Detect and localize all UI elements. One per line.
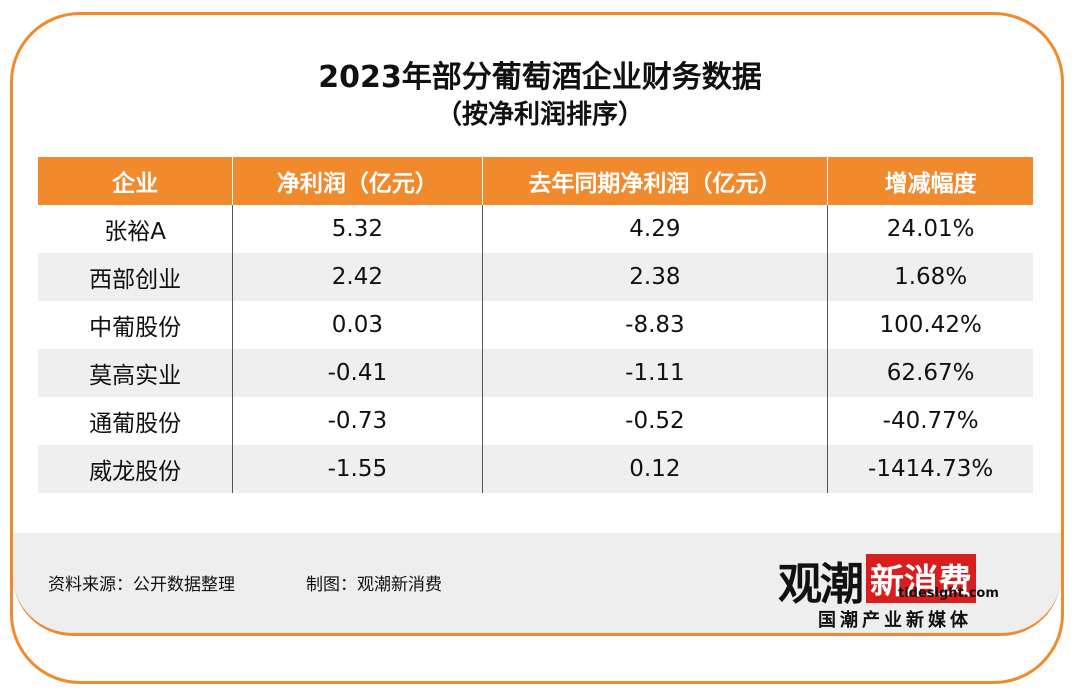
table-row: 中葡股份 0.03 -8.83 100.42% bbox=[38, 301, 1033, 349]
table-cell: 莫高实业 bbox=[38, 349, 233, 397]
table-row: 莫高实业 -0.41 -1.11 62.67% bbox=[38, 349, 1033, 397]
title: 2023年部分葡萄酒企业财务数据 bbox=[318, 60, 762, 95]
column-header: 增减幅度 bbox=[827, 157, 1033, 205]
table-cell: 通葡股份 bbox=[38, 397, 233, 445]
table-cell: -1.55 bbox=[232, 445, 482, 493]
table-cell: -1414.73% bbox=[827, 445, 1033, 493]
source: 资料来源：公开数据整理 bbox=[48, 575, 235, 595]
column-header: 企业 bbox=[38, 157, 233, 205]
table-cell: 中葡股份 bbox=[38, 301, 233, 349]
logo-brand: 观潮 bbox=[778, 559, 864, 610]
logo: 观潮 新消费 tidesight.com 国潮产业新媒体 bbox=[778, 548, 999, 631]
column-header: 净利润（亿元） bbox=[232, 157, 482, 205]
logo-slogan: 国潮产业新媒体 bbox=[818, 610, 972, 631]
table-cell: 62.67% bbox=[827, 349, 1033, 397]
table-row: 西部创业 2.42 2.38 1.68% bbox=[38, 253, 1033, 301]
table-cell: -0.73 bbox=[232, 397, 482, 445]
table-cell: 2.42 bbox=[232, 253, 482, 301]
subtitle: （按净利润排序） bbox=[435, 100, 644, 130]
table-cell: 5.32 bbox=[232, 205, 482, 253]
table-cell: -0.52 bbox=[481, 397, 828, 445]
table-cell: 0.12 bbox=[481, 445, 828, 493]
table-cell: 4.29 bbox=[481, 205, 828, 253]
table-body: 张裕A 5.32 4.29 24.01% 西部创业 2.42 2.38 1.68% 中葡股份 0.… bbox=[38, 205, 1033, 493]
logo-box: 新消费 bbox=[866, 554, 976, 603]
table-cell: 西部创业 bbox=[38, 253, 233, 301]
column-header: 去年同期净利润（亿元） bbox=[481, 157, 828, 205]
table-cell: -40.77% bbox=[827, 397, 1033, 445]
table-cell: 24.01% bbox=[827, 205, 1033, 253]
table-row: 通葡股份 -0.73 -0.52 -40.77% bbox=[38, 397, 1033, 445]
table-cell: 0.03 bbox=[232, 301, 482, 349]
table-cell: -0.41 bbox=[232, 349, 482, 397]
table-row: 威龙股份 -1.55 0.12 -1414.73% bbox=[38, 445, 1033, 493]
table-cell: -8.83 bbox=[481, 301, 828, 349]
table-cell: -1.11 bbox=[481, 349, 828, 397]
data-table: 企业 净利润（亿元） 去年同期净利润（亿元） 增减幅度 张裕A 5.32 4.29 24.0… bbox=[38, 157, 1033, 493]
table-cell: 张裕A bbox=[38, 205, 233, 253]
table-cell: 2.38 bbox=[481, 253, 828, 301]
table-cell: 100.42% bbox=[827, 301, 1033, 349]
table-cell: 威龙股份 bbox=[38, 445, 233, 493]
logo-site: tidesight.com bbox=[898, 586, 999, 601]
maker: 制图：观潮新消费 bbox=[306, 575, 442, 595]
table-cell: 1.68% bbox=[827, 253, 1033, 301]
header-row: 企业 净利润（亿元） 去年同期净利润（亿元） 增减幅度 bbox=[38, 157, 1033, 205]
table-row: 张裕A 5.32 4.29 24.01% bbox=[38, 205, 1033, 253]
